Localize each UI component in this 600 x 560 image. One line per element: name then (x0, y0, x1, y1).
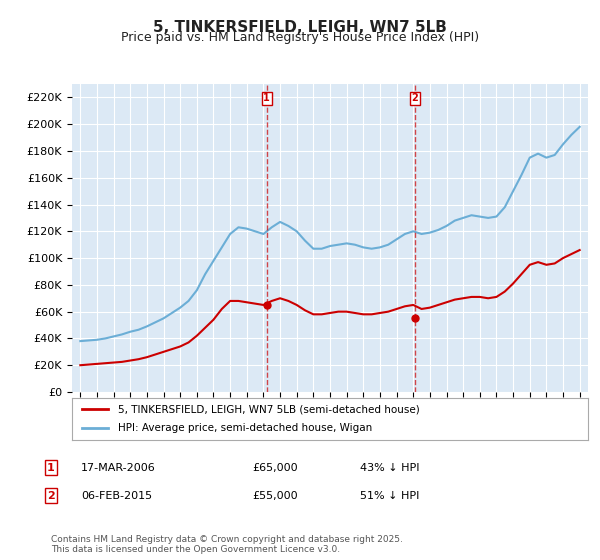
Text: Contains HM Land Registry data © Crown copyright and database right 2025.
This d: Contains HM Land Registry data © Crown c… (51, 535, 403, 554)
Text: HPI: Average price, semi-detached house, Wigan: HPI: Average price, semi-detached house,… (118, 423, 373, 433)
Text: 51% ↓ HPI: 51% ↓ HPI (360, 491, 419, 501)
Text: 5, TINKERSFIELD, LEIGH, WN7 5LB (semi-detached house): 5, TINKERSFIELD, LEIGH, WN7 5LB (semi-de… (118, 404, 420, 414)
Text: £65,000: £65,000 (252, 463, 298, 473)
Text: 2: 2 (47, 491, 55, 501)
Text: 17-MAR-2006: 17-MAR-2006 (81, 463, 156, 473)
Text: 5, TINKERSFIELD, LEIGH, WN7 5LB: 5, TINKERSFIELD, LEIGH, WN7 5LB (153, 20, 447, 35)
Text: 1: 1 (47, 463, 55, 473)
Text: 06-FEB-2015: 06-FEB-2015 (81, 491, 152, 501)
Text: 43% ↓ HPI: 43% ↓ HPI (360, 463, 419, 473)
Text: £55,000: £55,000 (252, 491, 298, 501)
Text: 2: 2 (412, 93, 418, 103)
Text: Price paid vs. HM Land Registry's House Price Index (HPI): Price paid vs. HM Land Registry's House … (121, 31, 479, 44)
Text: 1: 1 (263, 93, 270, 103)
